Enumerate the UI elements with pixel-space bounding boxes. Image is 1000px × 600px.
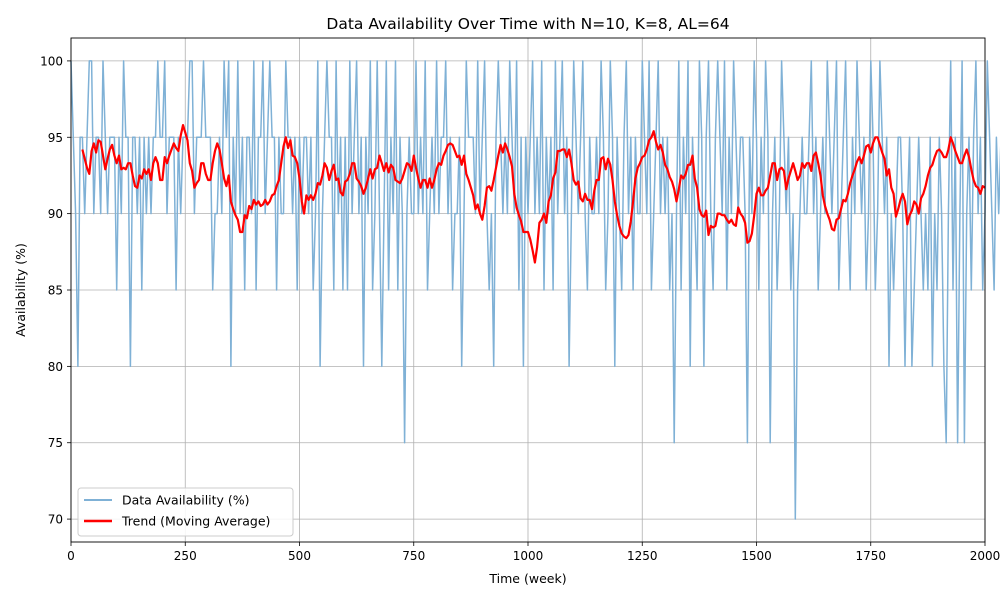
y-axis-label: Availability (%) [13, 243, 28, 337]
y-tick-label: 85 [48, 284, 63, 298]
y-tick-label: 90 [48, 207, 63, 221]
chart-title: Data Availability Over Time with N=10, K… [326, 15, 729, 33]
ticks: 0 250 500 750 1000 1250 1500 1750 2000 70 75 80 85 90… [40, 54, 1000, 563]
x-tick-label: 0 [67, 549, 75, 563]
series-layer [70, 60, 1000, 520]
x-tick-label: 750 [402, 549, 425, 563]
x-axis-label: Time (week) [488, 571, 566, 586]
legend-label-trend: Trend (Moving Average) [121, 514, 270, 529]
y-tick-label: 100 [40, 54, 63, 68]
x-tick-label: 1750 [855, 549, 886, 563]
x-tick-label: 250 [174, 549, 197, 563]
legend-box [77, 487, 294, 537]
x-tick-label: 2000 [970, 549, 1000, 563]
legend-label-data-availability: Data Availability (%) [122, 493, 250, 508]
x-tick-label: 500 [288, 549, 311, 563]
legend: Data Availability (%) Trend (Moving Aver… [77, 487, 294, 537]
y-tick-label: 70 [48, 513, 63, 527]
x-tick-label: 1250 [627, 549, 658, 563]
x-tick-label: 1500 [741, 549, 772, 563]
y-tick-label: 80 [48, 360, 63, 374]
series-line-trend [81, 123, 986, 264]
y-tick-label: 95 [48, 131, 63, 145]
y-tick-label: 75 [48, 436, 63, 450]
series-line-data-availability [70, 60, 1000, 520]
x-tick-label: 1000 [513, 549, 544, 563]
